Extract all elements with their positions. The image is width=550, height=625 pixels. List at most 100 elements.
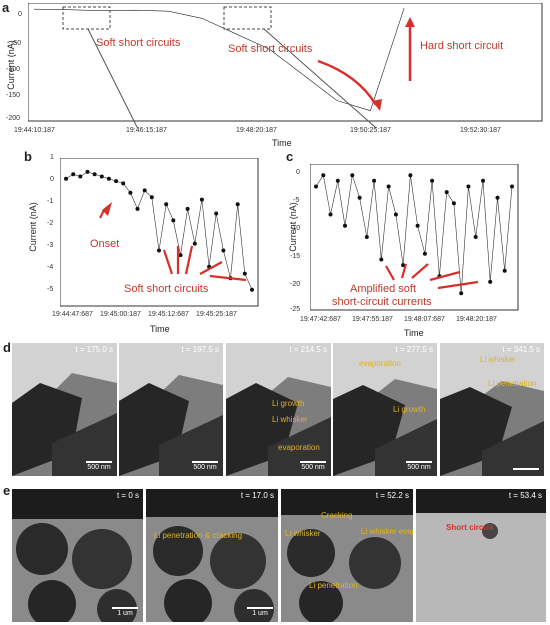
panel-e-frame-1: t = 0 s 1 um (12, 489, 143, 622)
timestamp: t = 214.5 s (289, 345, 327, 354)
scale-bar: 500 nm (300, 461, 326, 471)
arrow-c5 (437, 280, 479, 290)
tem-image (226, 343, 331, 476)
panel-b-chart (60, 158, 259, 307)
arrow-b3 (184, 245, 194, 275)
data-point (199, 197, 204, 202)
annotation-soft-b: Soft short circuits (124, 283, 209, 295)
panel-c-ytick: 0 (296, 169, 300, 176)
scale-bar: 500 nm (86, 461, 112, 471)
panel-b-xlabel: Time (150, 324, 170, 334)
data-point (343, 223, 347, 228)
panel-b-ytick: -3 (47, 242, 54, 249)
scale-bar: 1 um (112, 607, 138, 617)
panel-c-ytick: -20 (290, 281, 301, 288)
timestamp: t = 52.2 s (375, 491, 409, 500)
panel-b-label: b (24, 149, 32, 164)
label-cracking: Cracking (321, 511, 353, 520)
data-point (235, 202, 240, 207)
panel-b-ytick: -1 (47, 198, 54, 205)
annotation-hard: Hard short circuit (420, 40, 504, 52)
tem-image (281, 489, 413, 622)
tem-image (146, 489, 278, 622)
label-li-penetration-cracking: Li penetration & cracking (154, 531, 243, 540)
data-point (350, 173, 355, 178)
tem-image (333, 343, 437, 476)
panel-e-frame-2: t = 17.0 s Li penetration & cracking 1 u… (146, 489, 278, 622)
data-point (473, 235, 478, 239)
zoom-line-c (263, 28, 377, 128)
panel-c-label: c (286, 149, 294, 164)
arrow-c1 (385, 265, 395, 281)
panel-a-chart (28, 3, 543, 128)
panel-a-ytick: -50 (11, 40, 22, 47)
data-point (214, 211, 219, 216)
timestamp: t = 17.0 s (240, 491, 274, 500)
panel-d-frame-4: t = 277.5 s Li growth evaporation 500 nm (333, 343, 437, 476)
data-point (488, 279, 493, 284)
data-point (71, 172, 76, 177)
panel-d-frame-3: t = 214.5 s Li growth Li whisker evapora… (226, 343, 331, 476)
data-point (466, 184, 471, 189)
label-li-penetration: Li penetration (488, 379, 537, 388)
arrow-c4 (429, 270, 461, 282)
panel-d-frame-5: t = 341.5 s Li whisker Li penetration (440, 343, 544, 476)
panel-a-xtick: 19:50:25:187 (350, 127, 391, 134)
tem-image (416, 489, 546, 539)
data-point (451, 201, 456, 206)
panel-c-frame (310, 164, 519, 311)
arrow-onset-head (102, 202, 112, 216)
panel-b-ytick: -2 (47, 220, 54, 227)
data-point (78, 174, 83, 179)
label-li-growth: Li growth (272, 399, 305, 408)
data-point (408, 173, 413, 178)
panel-b-points (64, 169, 254, 292)
annotation-soft1: Soft short circuits (96, 37, 181, 49)
data-point (114, 179, 119, 184)
panel-b-series (65, 171, 253, 290)
data-point (171, 218, 176, 223)
annotation-soft2: Soft short circuits (228, 43, 313, 55)
data-point (510, 184, 514, 189)
data-point (444, 190, 449, 195)
data-point (335, 178, 340, 183)
arrow-c3 (411, 263, 429, 279)
timestamp: t = 0 s (116, 491, 139, 500)
data-point (357, 195, 362, 200)
panel-e-label: e (3, 483, 11, 498)
panel-c-points (314, 173, 514, 296)
data-point (142, 188, 147, 193)
data-point (99, 174, 104, 179)
label-li-growth: Li growth (393, 405, 426, 414)
panel-a-ytick: -100 (6, 66, 21, 73)
panel-c-ytick: -10 (290, 225, 301, 232)
scale-bar: 500 nm (192, 461, 218, 471)
scale-bar (513, 468, 539, 471)
panel-c-xlabel: Time (404, 328, 424, 338)
label-evaporation: evaporation (278, 443, 320, 452)
data-point (393, 212, 398, 217)
panel-a-label: a (2, 0, 10, 15)
data-point (242, 271, 247, 276)
data-point (481, 178, 485, 183)
timestamp: t = 341.5 s (502, 345, 540, 354)
scale-bar: 500 nm (406, 461, 432, 471)
panel-d-frame-1: t = 175.0 s 500 nm (12, 343, 117, 476)
timestamp: t = 197.5 s (181, 345, 219, 354)
arrow-hard-head (405, 17, 415, 27)
arrow-b1 (162, 249, 174, 275)
data-point (364, 235, 369, 239)
timestamp: t = 277.5 s (395, 345, 433, 354)
arrow-b5 (209, 274, 247, 282)
label-li-penetration: Li penetration (309, 581, 358, 590)
panel-c-xtick: 19:47:42:687 (300, 316, 341, 323)
panel-a-ytick: -150 (6, 92, 21, 99)
data-point (415, 223, 420, 228)
panel-d-label: d (3, 340, 11, 355)
data-point (64, 176, 68, 181)
panel-b-ytick: -5 (47, 286, 54, 293)
arrow-b4 (199, 261, 223, 275)
data-point (121, 181, 126, 186)
data-point (149, 195, 154, 200)
data-point (321, 173, 326, 178)
